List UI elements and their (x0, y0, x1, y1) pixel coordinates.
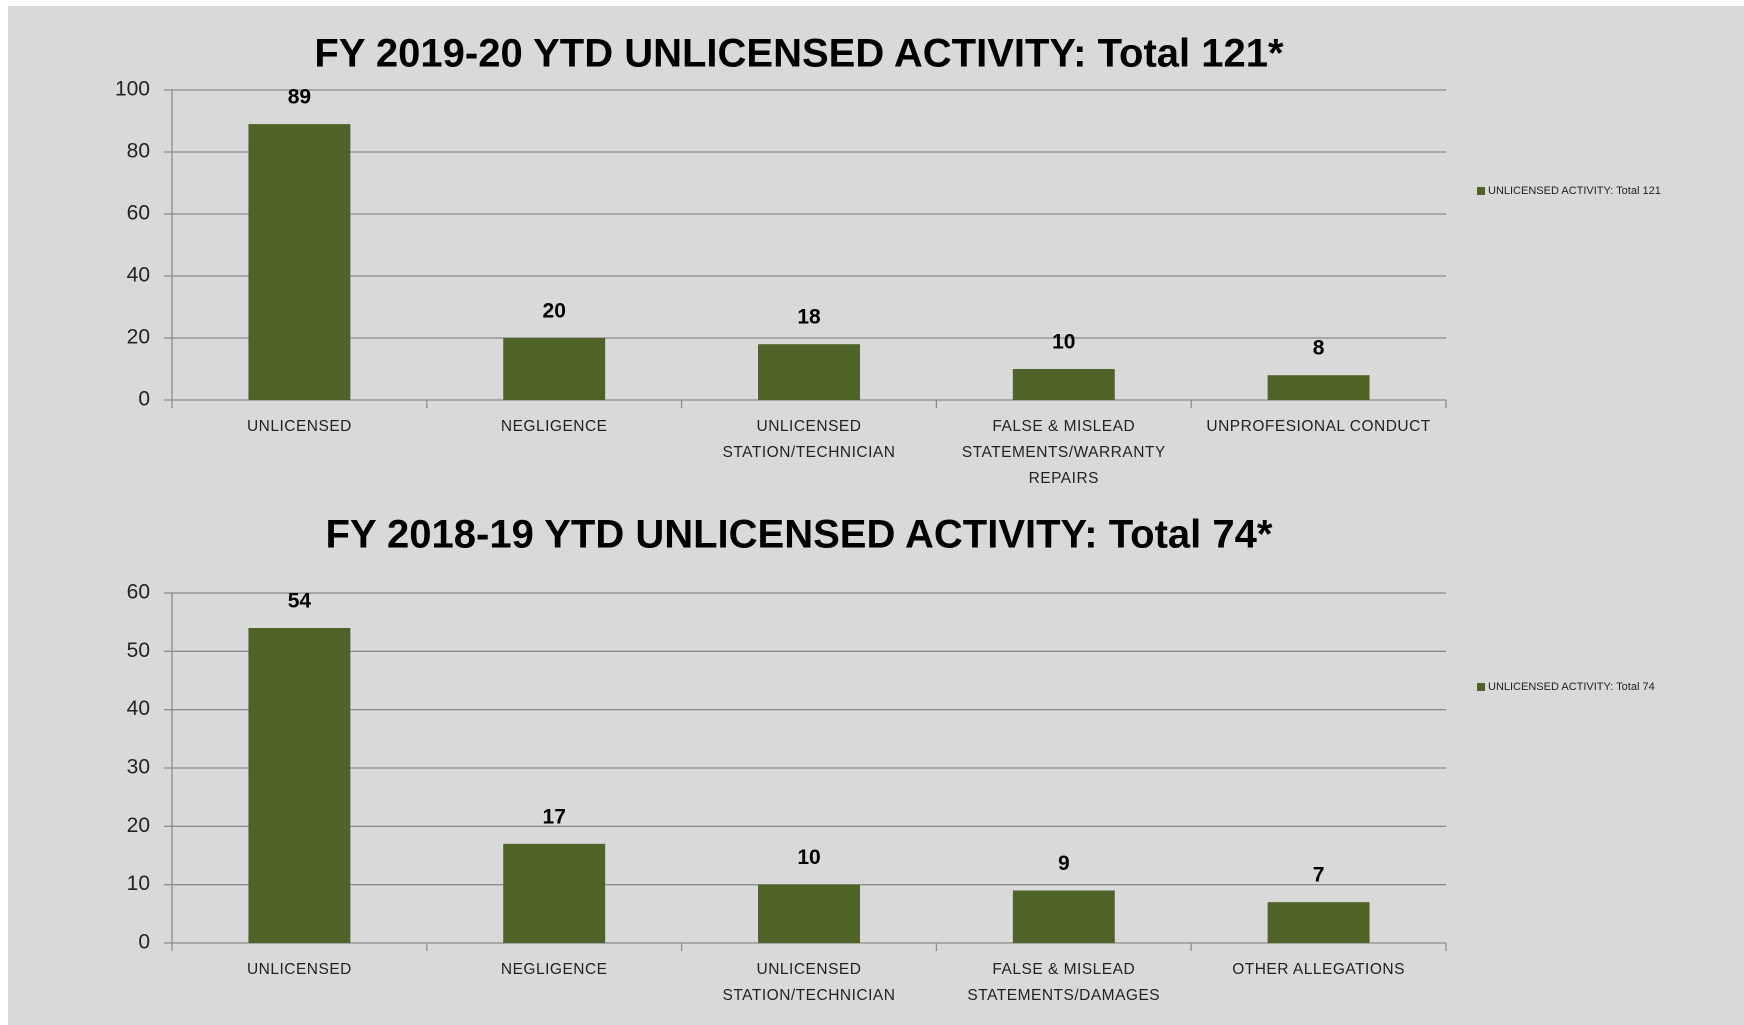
legend-swatch (1477, 683, 1485, 691)
x-tick-label: OTHER ALLEGATIONS (1232, 961, 1405, 978)
bar (1012, 369, 1115, 400)
y-tick-label: 0 (138, 931, 150, 954)
x-tick-label-box: UNPROFESIONAL CONDUCT (1206, 418, 1431, 435)
x-tick-label-box: NEGLIGENCE (500, 961, 608, 978)
x-tick-label-box: NEGLIGENCE (500, 418, 608, 435)
y-tick-label: 30 (127, 756, 150, 779)
data-label: 9 (1058, 852, 1070, 875)
x-tick-label: NEGLIGENCE (500, 961, 608, 978)
y-tick-label: 60 (127, 581, 150, 604)
bar (248, 124, 351, 400)
bar (503, 338, 606, 400)
y-tick-label: 20 (127, 814, 150, 837)
bar (758, 344, 860, 400)
data-label: 89 (288, 86, 311, 109)
data-label: 8 (1313, 337, 1325, 360)
x-tick-label-box: UNLICENSED STATION/TECHNICIAN (722, 418, 896, 461)
data-label: 10 (797, 846, 820, 869)
y-tick-label: 50 (127, 639, 150, 662)
y-tick-label: 40 (127, 697, 150, 720)
data-label: 20 (543, 300, 566, 323)
data-label: 54 (288, 590, 312, 613)
x-tick-label-box: UNLICENSED (246, 961, 352, 978)
x-tick-label-box: UNLICENSED STATION/TECHNICIAN (722, 961, 896, 1004)
x-tick-label-box: FALSE & MISLEAD STATEMENTS/WARRANTY REPA… (961, 418, 1166, 487)
y-tick-label: 20 (127, 326, 150, 349)
y-tick-label: 100 (115, 78, 150, 101)
bar (503, 843, 606, 943)
x-tick-label-box: UNLICENSED (246, 418, 352, 435)
x-tick-label: UNLICENSED STATION/TECHNICIAN (722, 418, 896, 461)
data-label: 17 (543, 805, 566, 828)
y-tick-label: 60 (127, 202, 150, 225)
bar (248, 628, 351, 943)
y-tick-label: 80 (127, 140, 150, 163)
y-tick-label: 40 (127, 264, 150, 287)
bar (1267, 902, 1370, 943)
x-tick-label: UNLICENSED (246, 418, 352, 435)
data-label: 10 (1052, 331, 1075, 354)
bar (758, 884, 860, 943)
legend-label: UNLICENSED ACTIVITY: Total 74 (1488, 681, 1655, 693)
y-tick-label: 10 (127, 872, 150, 895)
y-tick-label: 0 (138, 388, 150, 411)
bar (1012, 890, 1115, 943)
x-tick-label-box: FALSE & MISLEAD STATEMENTS/DAMAGES (967, 961, 1161, 1004)
chart-title: FY 2019-20 YTD UNLICENSED ACTIVITY: Tota… (314, 32, 1284, 76)
data-label: 7 (1313, 864, 1325, 887)
x-tick-label-box: OTHER ALLEGATIONS (1232, 961, 1405, 978)
legend-swatch (1477, 187, 1485, 195)
bar (1267, 375, 1370, 400)
x-tick-label: UNPROFESIONAL CONDUCT (1206, 418, 1431, 435)
x-tick-label: FALSE & MISLEAD STATEMENTS/WARRANTY REPA… (961, 418, 1166, 487)
x-tick-label: NEGLIGENCE (500, 418, 608, 435)
data-label: 18 (797, 306, 821, 329)
chart-title: FY 2018-19 YTD UNLICENSED ACTIVITY: Tota… (326, 513, 1273, 557)
legend-label: UNLICENSED ACTIVITY: Total 121 (1488, 185, 1661, 197)
x-tick-label: UNLICENSED (246, 961, 352, 978)
x-tick-label: UNLICENSED STATION/TECHNICIAN (722, 961, 896, 1004)
x-tick-label: FALSE & MISLEAD STATEMENTS/DAMAGES (967, 961, 1161, 1004)
